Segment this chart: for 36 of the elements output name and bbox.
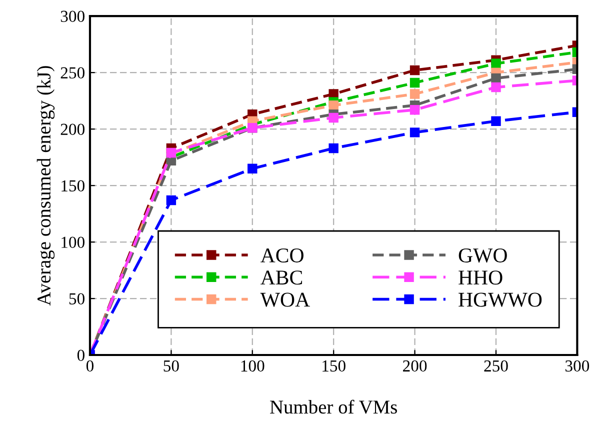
legend-label: ACO — [260, 248, 304, 262]
point — [410, 89, 420, 99]
x-tick-label: 50 — [164, 360, 179, 372]
x-tick-label: 200 — [403, 360, 427, 372]
y-tick-label: 250 — [60, 67, 84, 78]
x-tick-label: 100 — [241, 360, 264, 372]
point — [491, 116, 501, 126]
y-tick-label: 200 — [60, 124, 84, 135]
x-axis-title: Number of VMs — [270, 400, 397, 414]
y-tick-label: 100 — [62, 236, 84, 248]
x-tick-label: 300 — [565, 360, 590, 372]
point — [491, 58, 501, 68]
point — [410, 104, 420, 115]
point — [491, 73, 501, 84]
y-tick-label: 50 — [69, 293, 84, 304]
y-tick-label: 0 — [77, 350, 84, 361]
point — [410, 128, 420, 138]
y-tick-label: 150 — [62, 180, 84, 192]
point — [410, 65, 420, 76]
point — [248, 164, 258, 174]
x-tick-label: 150 — [322, 360, 346, 372]
y-tick-label: 300 — [60, 10, 84, 22]
point — [328, 100, 338, 110]
legend-label: HHO — [458, 270, 502, 285]
point — [410, 78, 420, 88]
x-tick-label: 0 — [86, 360, 94, 372]
legend-label: ABC — [260, 270, 302, 285]
legend-label: WOA — [260, 292, 310, 307]
point — [328, 112, 338, 123]
legend-label: HGWWO — [458, 292, 542, 307]
point — [328, 143, 338, 154]
x-tick-label: 250 — [484, 360, 508, 372]
point — [166, 195, 176, 206]
legend-label: GWO — [458, 248, 507, 263]
y-axis-title: Average consumed energy (kJ) — [36, 66, 55, 306]
point — [491, 82, 501, 92]
